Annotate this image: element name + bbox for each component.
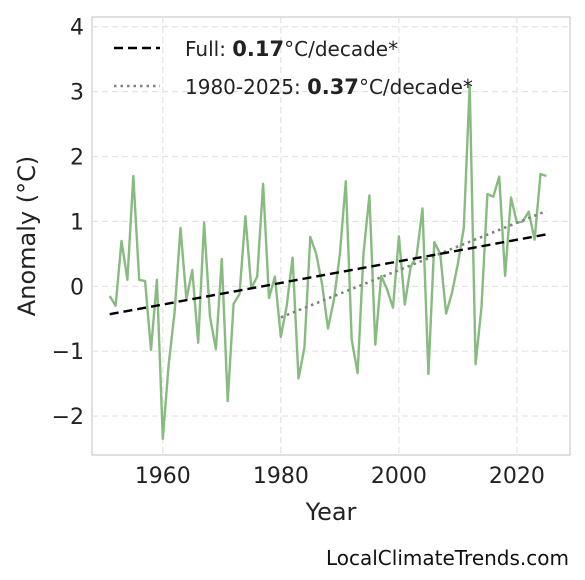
legend-name-recent: 1980-2025: [185, 75, 307, 99]
y-tick-label: 1 [70, 210, 84, 235]
data-lines [108, 83, 547, 440]
y-tick-label: −1 [52, 340, 84, 365]
legend-unit-recent: °C/decade* [359, 75, 473, 99]
legend-rate-full: 0.17 [232, 37, 284, 61]
x-tick-label: 2020 [489, 464, 545, 489]
grid [92, 17, 570, 455]
plot-area [91, 16, 571, 456]
legend-rate-recent: 0.37 [307, 75, 359, 99]
series-line-anomaly [108, 83, 547, 440]
x-tick-label: 1980 [253, 464, 309, 489]
trend-line-recent [280, 209, 547, 319]
y-tick-label: 0 [70, 275, 84, 300]
x-tick-label: 2000 [371, 464, 427, 489]
legend-name-full: Full: [185, 37, 232, 61]
site-credit: LocalClimateTrends.com [325, 546, 569, 570]
x-axis-label: Year [305, 498, 357, 526]
legend: Full: 0.17°C/decade* 1980-2025: 0.37°C/d… [114, 37, 473, 99]
y-axis: −2 −1 0 1 2 3 4 [52, 16, 84, 430]
legend-unit-full: °C/decade* [284, 37, 398, 61]
y-tick-label: 2 [70, 146, 84, 171]
trend-line-full [109, 233, 547, 316]
y-tick-label: −2 [52, 405, 84, 430]
legend-label-recent: 1980-2025: 0.37°C/decade* [185, 75, 473, 99]
y-tick-label: 4 [70, 16, 84, 41]
y-axis-label: Anomaly (°C) [13, 156, 41, 316]
legend-label-full: Full: 0.17°C/decade* [185, 37, 398, 61]
x-tick-label: 1960 [135, 464, 191, 489]
x-axis: 1960 1980 2000 2020 [135, 464, 545, 489]
y-tick-label: 3 [70, 81, 84, 106]
